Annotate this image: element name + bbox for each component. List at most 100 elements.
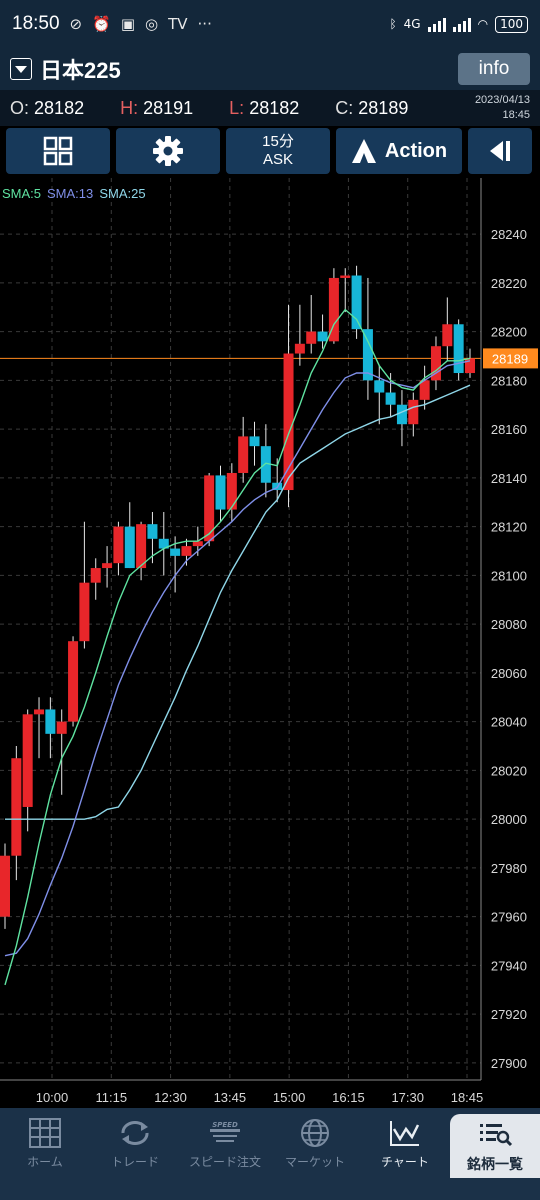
candle-down [215, 475, 226, 510]
speed-icon: SPEED [210, 1121, 240, 1142]
legend-item: SMA:13 [47, 186, 93, 201]
nav-market-label: マーケット [284, 1154, 345, 1169]
low-value-group: L: 28182 [229, 98, 299, 119]
list-search-icon [480, 1124, 513, 1147]
status-time: 18:50 [12, 13, 60, 34]
grid-icon [43, 136, 73, 166]
y-tick-label: 28200 [491, 325, 527, 340]
candle-up [442, 324, 453, 347]
candle-up [204, 475, 215, 542]
price-chart[interactable]: 28240 28220 28200 28180 28160 28140 28120 28100… [0, 178, 540, 1108]
candle-down [351, 275, 362, 330]
signal-icon-2 [452, 16, 471, 32]
nav-symbol-list[interactable]: 銘柄一覧 [450, 1114, 540, 1178]
symbol-header: 日本225 info [0, 48, 540, 90]
candle-up [340, 275, 351, 278]
x-tick-label: 11:15 [95, 1090, 127, 1105]
candle-up [430, 346, 441, 381]
ohlc-row: O: 28182 H: 28191 L: 28182 C: 28189 2023… [0, 90, 540, 126]
timeframe-button[interactable]: 15分 ASK [226, 128, 330, 174]
close-label: C: [335, 97, 354, 118]
status-bar: 18:50 ⊘ ⏰ ▣ ◎ TV ··· ᛒ 4G ◠ 100 [0, 0, 540, 48]
candle-up [283, 353, 294, 491]
chart-icon [390, 1120, 420, 1146]
nav-speed-order[interactable]: SPEED スピード注文 [180, 1108, 270, 1178]
candle-down [385, 392, 396, 405]
candle-down [396, 404, 407, 425]
instagram-icon: ◎ [145, 15, 159, 33]
globe-icon [301, 1118, 329, 1147]
gear-icon [153, 136, 183, 166]
y-tick-label: 28160 [491, 422, 527, 437]
nav-home[interactable]: ホーム [0, 1108, 90, 1178]
app-icon: TV [168, 15, 188, 33]
open-value: 28182 [34, 97, 85, 118]
home-grid-icon [29, 1117, 61, 1148]
symbol-name[interactable]: 日本225 [40, 58, 121, 83]
x-tick-label: 17:30 [391, 1090, 424, 1105]
candle-up [68, 641, 79, 722]
candle-up [102, 563, 113, 569]
mute-icon: ⊘ [69, 15, 83, 33]
x-tick-label: 15:00 [273, 1090, 306, 1105]
candle-up [34, 709, 45, 715]
nav-chart-label: チャート [381, 1154, 429, 1169]
x-tick-label: 12:30 [154, 1090, 187, 1105]
x-tick-label: 13:45 [214, 1090, 247, 1105]
y-tick-label: 28020 [491, 763, 527, 778]
candle-up [90, 568, 101, 583]
candle-up [238, 436, 249, 473]
candle-up [136, 524, 147, 569]
candle-up [0, 855, 10, 917]
candle-up [408, 399, 419, 425]
layout-button[interactable] [6, 128, 110, 174]
open-label: O: [10, 97, 30, 118]
nav-symbol-list-label: 銘柄一覧 [467, 1157, 523, 1173]
svg-text:SPEED: SPEED [212, 1121, 238, 1129]
candle-down [147, 524, 158, 539]
collapse-icon [490, 141, 510, 161]
high-value-group: H: 28191 [120, 98, 193, 119]
y-tick-label: 28180 [491, 373, 527, 388]
symbol-dropdown-icon[interactable] [10, 58, 32, 80]
legend-item: SMA:25 [99, 186, 145, 201]
nav-market[interactable]: マーケット [270, 1108, 360, 1178]
status-icons: ⊘ ⏰ ▣ ◎ TV ··· [70, 15, 212, 33]
status-right: ᛒ 4G ◠ 100 [389, 15, 528, 33]
y-tick-label: 27980 [491, 861, 527, 876]
open-value-group: O: 28182 [10, 98, 84, 119]
candle-down [45, 709, 56, 734]
more-dots-icon: ··· [197, 15, 212, 33]
action-button[interactable]: Action [336, 128, 462, 174]
nav-trade-label: トレード [110, 1154, 159, 1169]
y-tick-label: 28120 [491, 520, 527, 535]
battery-indicator: 100 [495, 15, 528, 33]
y-tick-label: 28220 [491, 276, 527, 291]
settings-button[interactable] [116, 128, 220, 174]
action-label: Action [384, 139, 448, 162]
sma13-line [4, 360, 471, 957]
high-value: 28191 [143, 97, 194, 118]
collapse-panel-button[interactable] [468, 128, 532, 174]
ohlc-time: 18:45 [502, 109, 530, 121]
candle-up [306, 331, 317, 344]
timeframe-label: 15分 [262, 133, 294, 150]
nav-trade[interactable]: トレード [90, 1108, 180, 1178]
candle-down [260, 446, 271, 483]
candle-down [170, 548, 181, 556]
info-button[interactable]: info [458, 53, 530, 85]
network-type: 4G [403, 17, 421, 31]
signal-icon [427, 16, 446, 32]
candle-up [22, 714, 33, 807]
y-tick-label: 27960 [491, 910, 527, 925]
close-value-group: C: 28189 [335, 98, 408, 119]
current-price-tag [483, 348, 538, 369]
trade-arrows-icon [121, 1120, 149, 1145]
close-value: 28189 [358, 97, 409, 118]
nav-chart[interactable]: チャート [360, 1108, 450, 1178]
nav-home-label: ホーム [27, 1154, 63, 1169]
candle-up [11, 758, 22, 856]
candle-up [113, 526, 124, 564]
x-tick-label: 18:45 [451, 1090, 484, 1105]
candle-up [419, 380, 430, 400]
